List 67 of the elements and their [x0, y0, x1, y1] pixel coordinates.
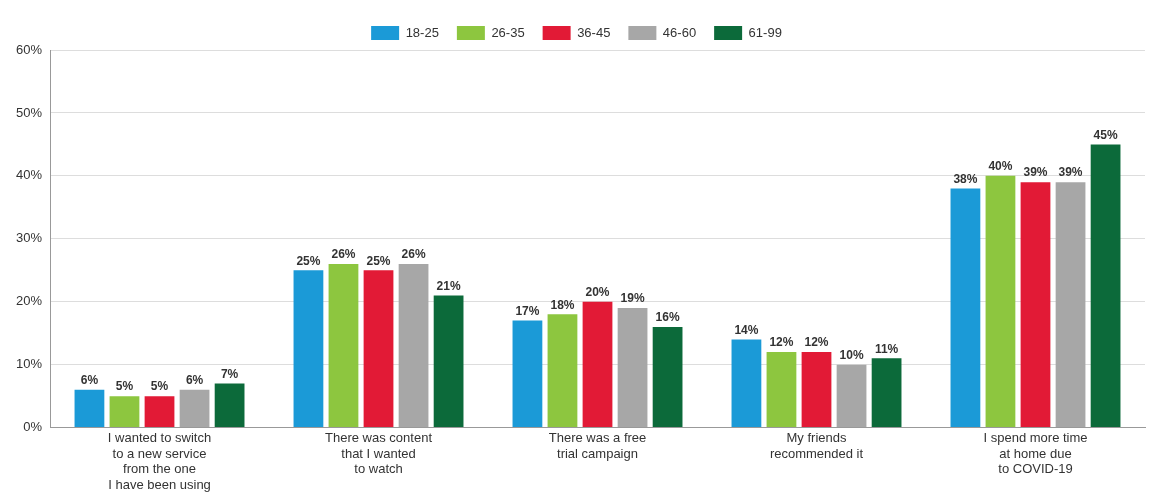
- data-label: 25%: [296, 253, 321, 268]
- bar: [985, 175, 1016, 428]
- bar: [74, 389, 105, 428]
- data-label: 38%: [953, 171, 978, 186]
- data-label: 18%: [550, 297, 575, 312]
- x-tick-label: I spend more time at home due to COVID-19: [983, 429, 1088, 477]
- bar: [363, 270, 394, 428]
- data-label: 25%: [366, 253, 391, 268]
- data-label: 5%: [150, 379, 169, 394]
- data-label: 17%: [515, 303, 540, 318]
- y-tick-label: 30%: [15, 230, 43, 246]
- data-label: 7%: [220, 366, 239, 381]
- bar: [214, 383, 245, 428]
- y-tick-label: 50%: [15, 104, 43, 120]
- legend-label: 18-25: [405, 24, 439, 40]
- data-label: 14%: [734, 322, 759, 337]
- data-label: 19%: [620, 291, 645, 306]
- bar: [512, 320, 543, 428]
- data-label: 12%: [804, 335, 829, 350]
- data-label: 6%: [185, 373, 204, 388]
- data-label: 20%: [585, 285, 610, 300]
- bar: [1020, 182, 1051, 428]
- data-label: 6%: [80, 373, 99, 388]
- bar: [398, 263, 429, 428]
- bar: [582, 301, 613, 428]
- legend-label: 36-45: [577, 24, 611, 40]
- bar: [950, 188, 981, 428]
- data-label: 16%: [655, 310, 680, 325]
- bar: [836, 364, 867, 428]
- data-label: 5%: [115, 379, 134, 394]
- bar: [731, 339, 762, 428]
- data-label: 26%: [401, 247, 426, 262]
- bar: [293, 270, 324, 428]
- bar: [652, 326, 683, 428]
- y-tick-label: 0%: [23, 419, 43, 435]
- data-label: 39%: [1023, 165, 1048, 180]
- bar: [766, 352, 797, 428]
- bar: [1090, 144, 1121, 428]
- bar: [547, 314, 578, 428]
- bar: [144, 396, 175, 428]
- x-tick-label: I wanted to switch to a new service from the one I have been using: [107, 429, 212, 492]
- data-label: 45%: [1093, 127, 1118, 142]
- y-tick-label: 10%: [15, 356, 43, 372]
- legend-label: 61-99: [748, 24, 782, 40]
- data-label: 26%: [331, 247, 356, 262]
- bar: [617, 308, 648, 428]
- bar: [328, 263, 359, 428]
- data-label: 11%: [874, 341, 899, 356]
- bar: [179, 389, 210, 428]
- bar: [109, 396, 140, 428]
- y-tick-label: 40%: [15, 167, 43, 183]
- x-tick-label: There was content that I wanted to watch: [325, 429, 433, 477]
- bar: [433, 295, 464, 428]
- data-label: 39%: [1058, 165, 1083, 180]
- data-label: 10%: [839, 347, 864, 362]
- x-tick-label: My friends recommended it: [769, 429, 864, 461]
- bar: [871, 358, 902, 428]
- legend-label: 46-60: [662, 24, 697, 40]
- legend-label: 26-35: [491, 24, 525, 40]
- bar: [801, 352, 832, 428]
- bar: [1055, 182, 1086, 428]
- y-tick-label: 20%: [15, 293, 43, 309]
- y-tick-label: 60%: [15, 41, 43, 57]
- data-label: 40%: [988, 159, 1013, 174]
- data-label: 12%: [769, 335, 794, 350]
- data-label: 21%: [436, 278, 461, 293]
- x-tick-label: There was a free trial campaign: [548, 429, 647, 461]
